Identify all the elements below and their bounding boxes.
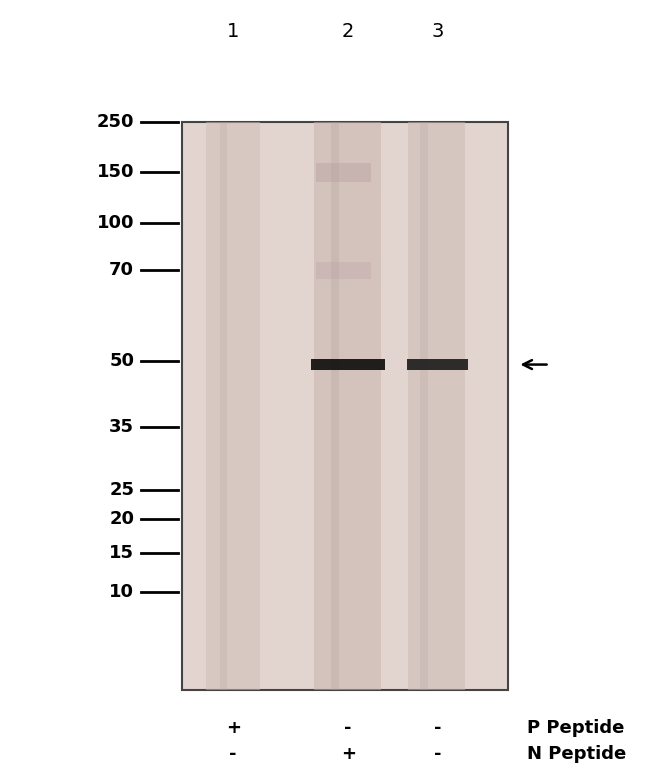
- Text: 1: 1: [227, 22, 239, 41]
- Text: 3: 3: [432, 22, 444, 41]
- Text: 10: 10: [109, 583, 134, 601]
- Text: +: +: [341, 746, 356, 763]
- Text: 150: 150: [97, 164, 134, 181]
- Text: 70: 70: [109, 262, 134, 279]
- Text: 15: 15: [109, 544, 134, 561]
- Text: +: +: [226, 719, 240, 736]
- FancyBboxPatch shape: [408, 359, 468, 370]
- Text: N Peptide: N Peptide: [527, 746, 627, 763]
- Text: 50: 50: [109, 352, 134, 369]
- FancyBboxPatch shape: [317, 163, 370, 183]
- FancyBboxPatch shape: [317, 262, 370, 279]
- FancyBboxPatch shape: [311, 359, 385, 370]
- Text: -: -: [434, 719, 441, 736]
- Text: -: -: [434, 746, 441, 763]
- Text: -: -: [229, 746, 237, 763]
- FancyBboxPatch shape: [206, 122, 260, 690]
- FancyBboxPatch shape: [408, 122, 465, 690]
- Text: 20: 20: [109, 510, 134, 528]
- FancyBboxPatch shape: [421, 122, 428, 690]
- Text: P Peptide: P Peptide: [527, 719, 625, 736]
- Text: 25: 25: [109, 481, 134, 499]
- FancyBboxPatch shape: [315, 122, 382, 690]
- Text: 2: 2: [342, 22, 354, 41]
- FancyBboxPatch shape: [182, 122, 508, 690]
- Text: 250: 250: [97, 113, 134, 130]
- Text: -: -: [344, 719, 352, 736]
- FancyBboxPatch shape: [331, 122, 339, 690]
- Text: 35: 35: [109, 419, 134, 436]
- Text: 100: 100: [97, 215, 134, 232]
- FancyBboxPatch shape: [220, 122, 227, 690]
